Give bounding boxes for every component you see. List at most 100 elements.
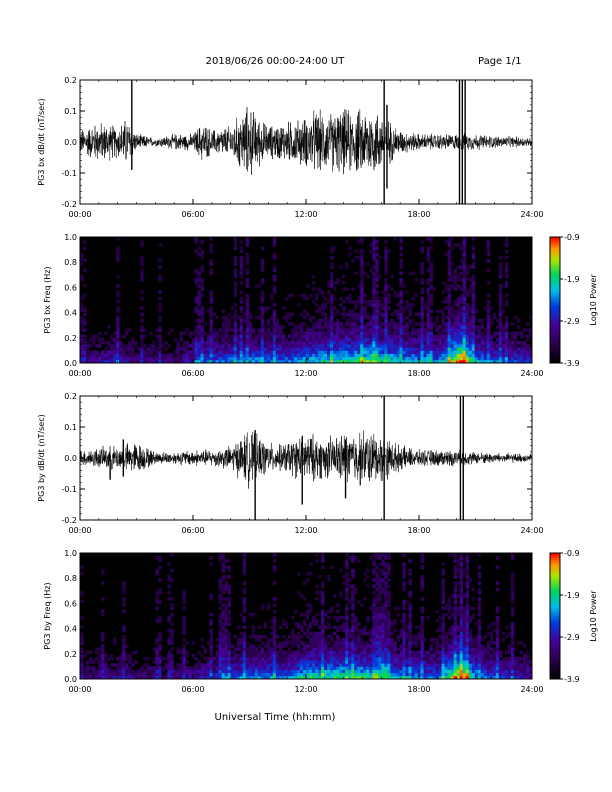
spectrogram-cell: [158, 587, 162, 592]
spectrogram-cell: [155, 669, 159, 674]
spectrogram-cell: [360, 663, 364, 667]
spectrogram-cell: [438, 663, 442, 667]
spectrogram-cell: [504, 347, 509, 351]
spectrogram-cell: [80, 340, 84, 345]
spectrogram-cell: [155, 672, 159, 677]
spectrogram-cell: [345, 344, 349, 348]
spectrogram-cell: [200, 318, 204, 323]
spectrogram-cell: [456, 660, 461, 664]
spectrogram-cell: [519, 340, 524, 345]
spectrogram-cell: [227, 609, 232, 614]
spectrogram-cell: [420, 675, 424, 680]
spectrogram-cell: [260, 663, 265, 667]
spectrogram-cell: [372, 344, 376, 348]
spectrogram-cell: [420, 277, 424, 282]
spectrogram-cell: [387, 593, 391, 598]
spectrogram-cell: [462, 243, 467, 247]
spectrogram-cell: [98, 344, 102, 348]
spectrogram-cell: [248, 675, 253, 680]
spectrogram-cell: [387, 666, 391, 670]
spectrogram-cell: [176, 675, 180, 680]
spectrogram-cell: [351, 593, 355, 598]
spectrogram-cell: [390, 631, 394, 636]
spectrogram-cell: [444, 612, 449, 617]
spectrogram-cell: [447, 650, 452, 655]
spectrogram-cell: [333, 287, 337, 291]
spectrogram-cell: [330, 675, 334, 680]
spectrogram-cell: [140, 675, 144, 680]
spectrogram-cell: [453, 663, 458, 667]
spectrogram-cell: [239, 350, 244, 354]
spectrogram-cell: [134, 340, 138, 345]
spectrogram-cell: [209, 638, 213, 642]
spectrogram-cell: [236, 653, 241, 658]
spectrogram-cell: [83, 672, 87, 677]
spectrogram-cell: [248, 653, 253, 658]
spectrogram-cell: [471, 309, 476, 313]
spectrogram-cell: [239, 337, 244, 342]
spectrogram-cell: [414, 328, 418, 332]
spectrogram-cell: [233, 325, 238, 329]
spectrogram-cell: [384, 303, 388, 307]
spectrogram-cell: [360, 293, 364, 298]
spectrogram-cell: [116, 274, 120, 279]
spectrogram-cell: [459, 328, 464, 332]
spectrogram-cell: [348, 600, 352, 604]
spectrogram-cell: [324, 656, 328, 661]
spectrogram-cell: [230, 356, 235, 361]
spectrogram-cell: [354, 303, 358, 307]
spectrogram-cell: [152, 347, 156, 351]
spectrogram-cell: [348, 312, 352, 317]
spectrogram-cell: [453, 334, 458, 339]
spectrogram-cell: [438, 672, 442, 677]
spectrogram-cell: [227, 660, 232, 664]
spectrogram-cell: [528, 359, 533, 364]
spectrogram-cell: [372, 315, 376, 320]
spectrogram-cell: [170, 641, 174, 645]
spectrogram-cell: [486, 322, 491, 326]
spectrogram-cell: [113, 638, 117, 642]
spectrogram-cell: [429, 287, 433, 291]
spectrogram-cell: [188, 359, 192, 364]
spectrogram-cell: [266, 653, 271, 658]
spectrogram-cell: [408, 603, 412, 607]
spectrogram-cell: [414, 350, 418, 354]
spectrogram-cell: [465, 290, 470, 295]
spectrogram-cell: [426, 356, 430, 361]
spectrogram-cell: [321, 644, 325, 648]
spectrogram-cell: [233, 287, 238, 291]
spectrogram-cell: [519, 331, 524, 336]
spectrogram-cell: [453, 653, 458, 658]
spectrogram-cell: [221, 609, 226, 614]
spectrogram-cell: [399, 663, 403, 667]
spectrogram-cell: [122, 590, 126, 595]
spectrogram-cell: [459, 334, 464, 339]
spectrogram-cell: [203, 647, 207, 652]
spectrogram-cell: [375, 334, 379, 339]
spectrogram-cell: [372, 356, 376, 361]
spectrogram-cell: [402, 309, 406, 313]
spectrogram-cell: [188, 344, 192, 348]
spectrogram-cell: [194, 309, 198, 313]
spectrogram-cell: [459, 644, 464, 648]
spectrogram-cell: [266, 340, 271, 345]
spectrogram-cell: [333, 306, 337, 310]
spectrogram-cell: [387, 334, 391, 339]
spectrogram-cell: [438, 625, 442, 629]
spectrogram-cell: [263, 669, 268, 674]
spectrogram-cell: [504, 265, 509, 269]
spectrogram-cell: [251, 612, 256, 617]
spectrogram-cell: [420, 287, 424, 291]
spectrogram-cell: [399, 631, 403, 636]
spectrogram-cell: [420, 575, 424, 579]
spectrogram-cell: [372, 325, 376, 329]
spectrogram-cell: [188, 672, 192, 677]
spectrogram-cell: [408, 650, 412, 655]
spectrogram-cell: [441, 334, 446, 339]
spectrogram-cell: [363, 344, 367, 348]
spectrogram-cell: [299, 593, 304, 598]
spectrogram-cell: [330, 344, 334, 348]
spectrogram-cell: [296, 650, 301, 655]
spectrogram-cell: [408, 669, 412, 674]
spectrogram-cell: [399, 344, 403, 348]
